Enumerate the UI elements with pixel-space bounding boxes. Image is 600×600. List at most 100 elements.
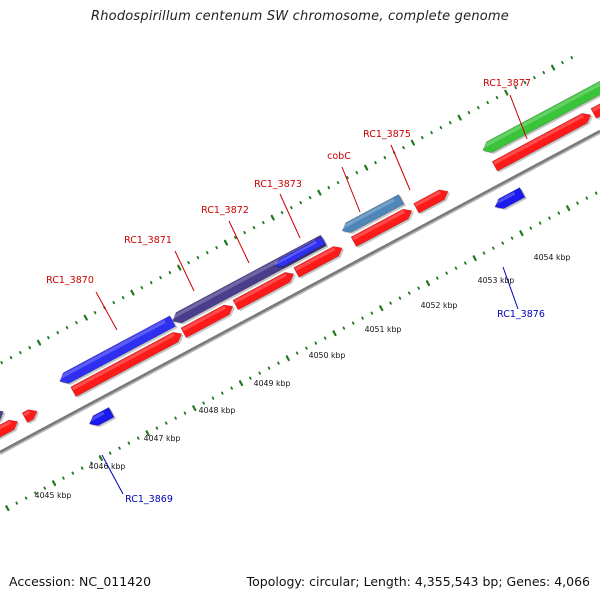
kbp-label: 4046 kbp [89, 462, 126, 471]
forward-dot-track [514, 86, 517, 90]
forward-dot-track [56, 331, 60, 335]
gene-label-leader [95, 291, 118, 331]
forward-dot-track [561, 61, 564, 65]
gene-label-leader [509, 94, 528, 140]
forward-dot-track [75, 321, 78, 325]
reverse-dot-track [351, 321, 355, 325]
gene-label: RC1_3870 [46, 275, 94, 286]
gene-green-3877-body [482, 73, 600, 153]
forward-dot-track [486, 101, 489, 105]
forward-dot-track [448, 121, 452, 125]
gene-label: RC1_3871 [124, 235, 172, 246]
forward-dot-track [383, 156, 387, 160]
gene-blue-3870 [58, 315, 178, 385]
reverse-dot-track [155, 426, 159, 430]
reverse-dot-track [238, 380, 244, 387]
kbp-label: 4049 kbp [254, 379, 291, 388]
gene-red-5-gloss [234, 273, 287, 304]
gene-label-leader [279, 193, 301, 239]
gene-red-7 [350, 208, 414, 249]
reverse-dot-track [108, 451, 112, 455]
forward-dot-track [542, 71, 546, 75]
kbp-label: 4045 kbp [35, 491, 72, 500]
gene-red-1 [0, 419, 20, 447]
reverse-dot-track [332, 330, 337, 337]
reverse-dot-track [277, 361, 280, 365]
forward-dot-track [336, 181, 340, 185]
reverse-dot-track [342, 326, 346, 330]
gene-red-9-gloss [493, 114, 585, 165]
gene-red-5 [232, 272, 296, 312]
reverse-dot-track [71, 471, 75, 475]
forward-dot-track [410, 139, 416, 146]
gene-red-6-body [293, 246, 343, 278]
forward-dot-track [177, 264, 182, 271]
forward-dot-track [196, 256, 200, 260]
forward-dot-track [317, 189, 322, 196]
kbp-label: 4054 kbp [534, 253, 571, 262]
reverse-dot-track [519, 230, 524, 237]
forward-dot-track [420, 136, 424, 140]
gene-slate-left-body [0, 409, 4, 442]
reverse-dot-track [436, 276, 439, 280]
gene-label: RC1_3869 [125, 494, 173, 505]
kbp-label: 4053 kbp [478, 276, 515, 285]
reverse-dot-track [576, 201, 579, 205]
gene-label-leader [341, 166, 361, 213]
kbp-scale: 4045 kbp 4046 kbp 4047 kbp 4048 kbp 4049 kbp… [35, 253, 571, 500]
gene-label: RC1_3873 [254, 179, 302, 190]
forward-dot-track [374, 161, 377, 165]
reverse-dot-track [5, 505, 10, 512]
forward-dot-track [159, 276, 162, 280]
map-title: Rhodospirillum centenum SW chromosome, c… [91, 9, 509, 24]
forward-dot-track [149, 281, 153, 285]
reverse-dot-track [43, 486, 47, 490]
forward-dot-track [28, 346, 31, 350]
backbone-line [0, 129, 600, 454]
forward-dot-track [262, 221, 265, 225]
reverse-dot-track [174, 416, 177, 420]
gene-red-1-gloss [0, 420, 11, 439]
forward-dot-track [234, 236, 237, 240]
forward-dot-track [19, 351, 22, 355]
gene-red-6-gloss [295, 247, 336, 271]
forward-dot-track [364, 164, 369, 171]
gene-slate-left [0, 409, 6, 443]
kbp-label: 4052 kbp [421, 301, 458, 310]
reverse-dot-track [472, 255, 477, 262]
forward-dot-track [355, 171, 359, 175]
forward-dot-track [205, 251, 209, 255]
reverse-dot-track [267, 366, 271, 370]
gene-red-4-body [180, 304, 234, 339]
forward-dot-track [223, 239, 229, 246]
forward-dot-track [65, 326, 69, 330]
forward-dot-track [570, 56, 574, 60]
gene-blue-3870-gloss [58, 319, 166, 380]
gene-red-4 [180, 304, 235, 340]
forward-dot-track [533, 76, 536, 80]
gene-red-2-body [21, 409, 38, 424]
gene-label: cobC [327, 151, 351, 162]
forward-dot-track [327, 186, 331, 190]
forward-dot-track [9, 356, 13, 360]
gene-label-leader [174, 250, 195, 292]
gene-steel-cobC [340, 194, 406, 234]
gene-blue-3869-body [88, 406, 115, 426]
reverse-dot-track [492, 246, 495, 250]
reverse-dot-track [557, 211, 561, 215]
kbp-label: 4051 kbp [365, 325, 402, 334]
reverse-dot-track [594, 191, 598, 195]
gene-blue-3876-body [494, 187, 526, 209]
gene-green-3877 [481, 73, 600, 154]
gene-red-10-gloss [592, 95, 600, 112]
reverse-dot-track [118, 446, 121, 450]
forward-dot-track [402, 146, 405, 150]
reverse-dot-track [417, 286, 420, 290]
forward-dot-track [130, 289, 135, 296]
kbp-label: 4047 kbp [144, 434, 181, 443]
gene-green-3877-gloss [481, 77, 600, 149]
gene-label: RC1_3876 [497, 309, 545, 320]
forward-dot-track [457, 114, 462, 121]
reverse-dot-track [164, 421, 168, 425]
